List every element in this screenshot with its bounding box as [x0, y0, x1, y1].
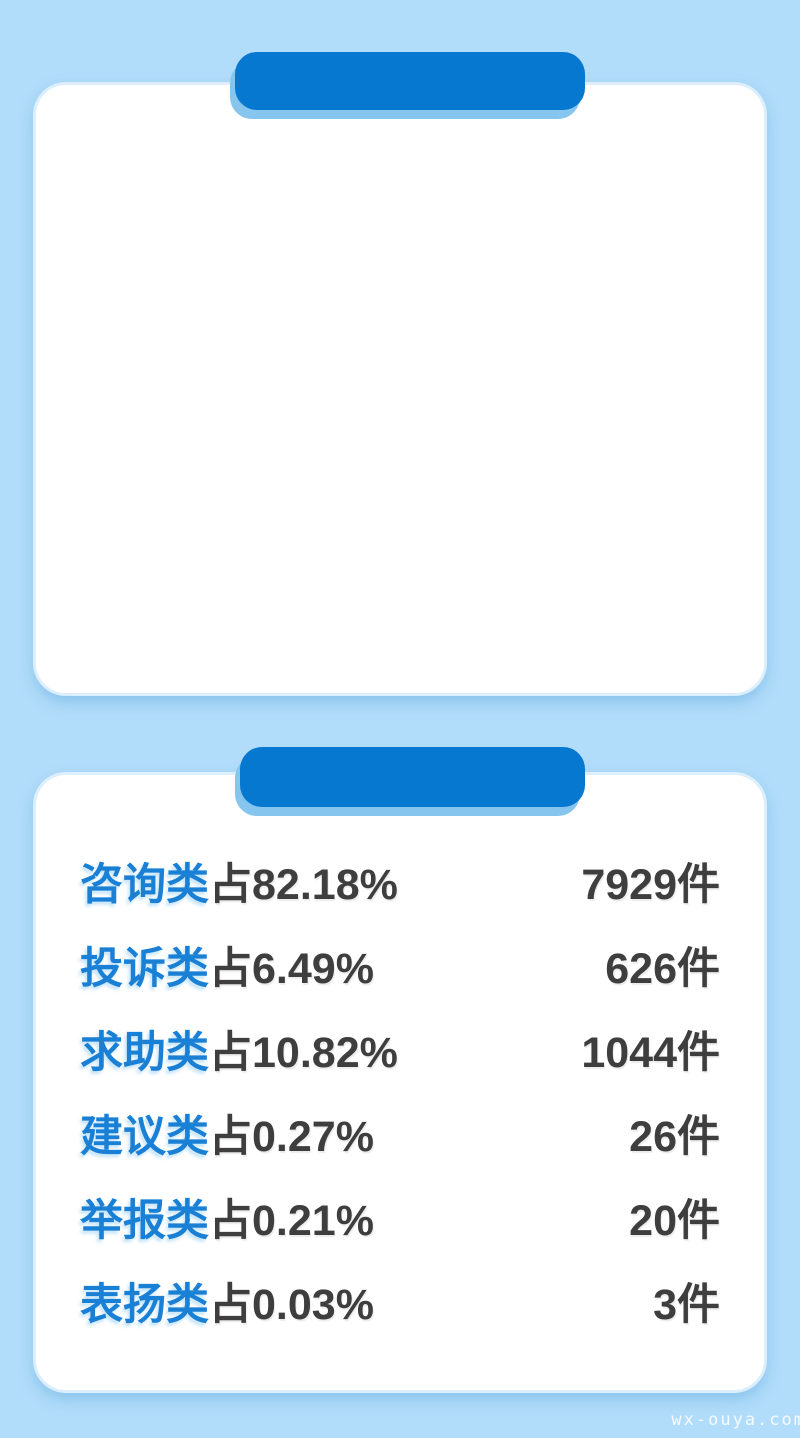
stat-row-report: 举报类 占0.21% 20件 — [80, 1175, 720, 1259]
item-count: 626件 — [605, 945, 720, 993]
stat-row-praise: 表扬类 占0.03% 3件 — [80, 1259, 720, 1343]
category-name: 求助类 — [80, 1029, 209, 1077]
stat-row-complaint: 投诉类 占6.49% 626件 — [80, 923, 720, 1007]
stat-label: 举报类 占0.21% — [80, 1186, 374, 1248]
stat-row-help: 求助类 占10.82% 1044件 — [80, 1007, 720, 1091]
stat-label: 求助类 占10.82% — [80, 1018, 398, 1080]
share-percent: 占6.49% — [209, 945, 374, 993]
item-count: 7929件 — [581, 861, 720, 909]
share-percent: 占10.82% — [209, 1029, 398, 1077]
item-count: 20件 — [629, 1197, 720, 1245]
top-card — [36, 85, 764, 693]
stats-card: 咨询类 占82.18% 7929件 投诉类 占6.49% 626件 求助类 占1… — [36, 775, 764, 1390]
share-percent: 占0.03% — [209, 1281, 374, 1329]
stats-rows: 咨询类 占82.18% 7929件 投诉类 占6.49% 626件 求助类 占1… — [80, 839, 720, 1343]
category-name: 咨询类 — [80, 861, 209, 909]
item-count: 1044件 — [581, 1029, 720, 1077]
stat-row-suggestion: 建议类 占0.27% 26件 — [80, 1091, 720, 1175]
stat-label: 建议类 占0.27% — [80, 1102, 374, 1164]
category-name: 表扬类 — [80, 1281, 209, 1329]
share-percent: 占82.18% — [209, 861, 398, 909]
stats-card-header-pill — [240, 747, 585, 807]
stat-label: 表扬类 占0.03% — [80, 1270, 374, 1332]
category-name: 投诉类 — [80, 945, 209, 993]
item-count: 3件 — [653, 1281, 720, 1329]
share-percent: 占0.27% — [209, 1113, 374, 1161]
stat-row-consult: 咨询类 占82.18% 7929件 — [80, 839, 720, 923]
category-name: 举报类 — [80, 1197, 209, 1245]
stat-label: 投诉类 占6.49% — [80, 934, 374, 996]
category-name: 建议类 — [80, 1113, 209, 1161]
site-watermark: wx-ouya.com — [671, 1410, 800, 1430]
share-percent: 占0.21% — [209, 1197, 374, 1245]
top-card-header-pill — [235, 52, 585, 110]
stat-label: 咨询类 占82.18% — [80, 850, 398, 912]
item-count: 26件 — [629, 1113, 720, 1161]
